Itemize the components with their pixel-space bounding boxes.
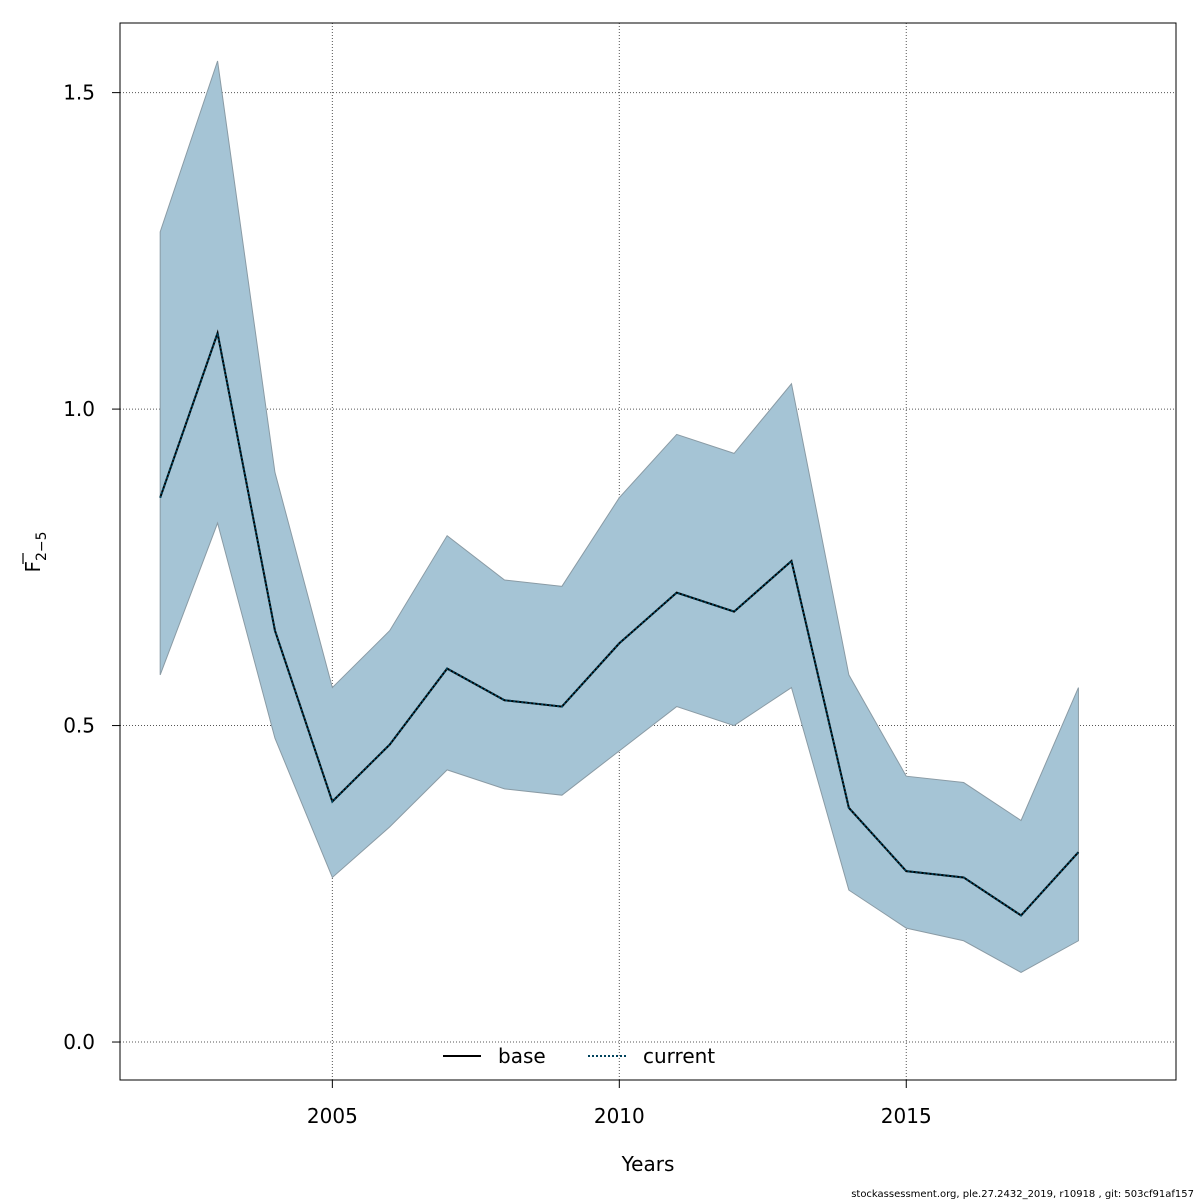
x-axis-title: Years [621,1152,675,1176]
series-line-current [159,329,1080,917]
y-axis: 0.0 0.5 1.0 1.5 [63,81,121,1054]
y-tick-label-0.5: 0.5 [63,714,95,738]
legend: base current [443,1044,715,1068]
legend-label-base: base [498,1044,546,1068]
x-tick-label-2005: 2005 [307,1104,358,1128]
y-tick-label-0.0: 0.0 [63,1030,95,1054]
y-axis-title-sub: 2−5 [34,531,50,561]
y-tick-label-1.5: 1.5 [63,81,95,105]
x-tick-label-2010: 2010 [594,1104,645,1128]
x-axis: 2005 2010 2015 [307,1079,932,1128]
series-lines [159,329,1080,917]
footer-note: stockassessment.org, ple.27.2432_2019, r… [851,1189,1194,1200]
y-tick-label-1.0: 1.0 [63,397,95,421]
svg-text:F2−5: F2−5 [21,531,50,572]
x-tick-label-2015: 2015 [881,1104,932,1128]
y-axis-title-main: F [21,561,45,573]
y-axis-title: F2−5 [21,531,50,572]
legend-label-current: current [643,1044,715,1068]
